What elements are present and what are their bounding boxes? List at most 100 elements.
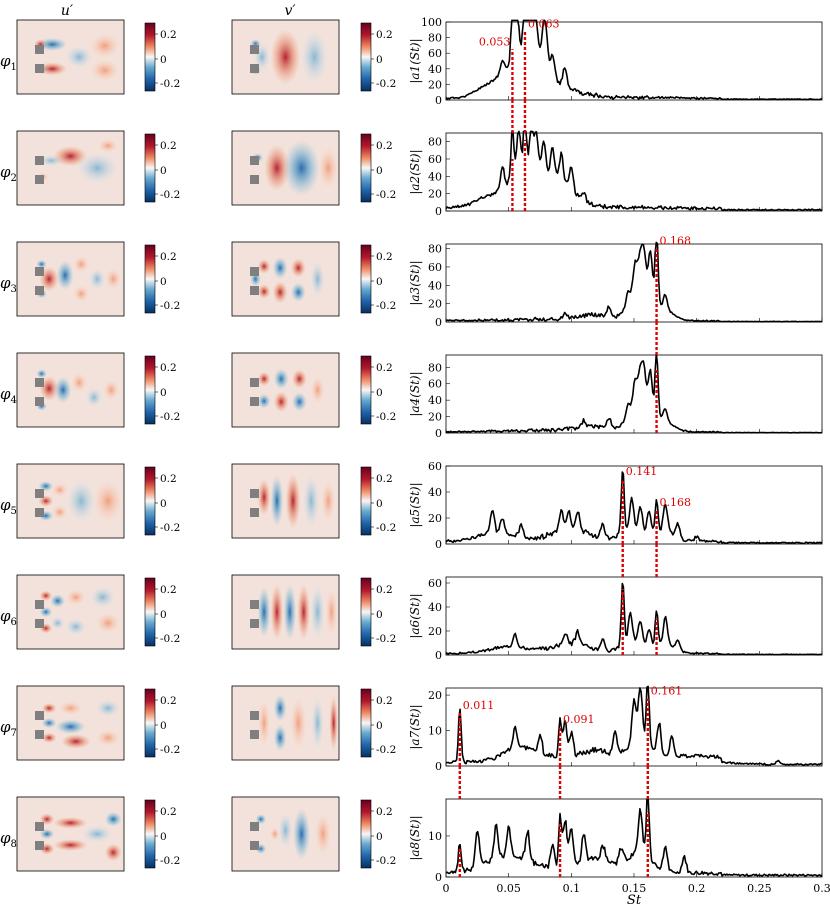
mode-field-v-5 — [231, 463, 340, 539]
y-tick-label: 60 — [428, 47, 442, 60]
field-structure-6 — [65, 588, 87, 607]
field-structure-7 — [310, 375, 326, 405]
field-structure-4 — [297, 583, 311, 641]
mode-row-4: φ4 0.2 0 -0.2 0.2 0 -0.2 — [0, 352, 396, 428]
mode-field-v-4 — [231, 352, 340, 428]
field-frame — [16, 241, 125, 317]
field-structure-2 — [41, 717, 57, 729]
colorbar-scale — [360, 688, 372, 758]
x-tick-label: 0 — [443, 882, 450, 895]
field-structure-5 — [292, 808, 311, 860]
y-tick-label: 20 — [428, 298, 442, 311]
colorbar-tick-label: -0.2 — [376, 300, 396, 312]
spectrum-line — [445, 685, 823, 766]
y-tick-label: 40 — [428, 394, 442, 407]
y-tick-label: 0 — [435, 649, 442, 662]
cylinder-bottom — [250, 64, 259, 73]
spectrum-panel-6: 0 20 40 60 |a6(St)| — [408, 576, 823, 662]
cylinder-top — [250, 378, 259, 387]
mode-field-u-5 — [16, 463, 125, 539]
cylinder-top — [35, 378, 44, 387]
colorbar-tick-label: 0 — [376, 276, 383, 288]
field-frame — [231, 130, 340, 206]
field-structure-8 — [95, 728, 121, 747]
field-structure-3 — [41, 732, 57, 743]
colorbar-v-5: 0.2 0 -0.2 — [360, 466, 396, 536]
field-structure-1 — [255, 814, 267, 825]
colorbar-v-3: 0.2 0 -0.2 — [360, 244, 396, 314]
mode-label-symbol: φ — [0, 274, 11, 292]
colorbar-scale — [360, 133, 372, 203]
colorbar-u-4: 0.2 0 -0.2 — [144, 355, 180, 425]
y-tick-label: 80 — [428, 361, 442, 374]
colorbar-tick-label: 0.2 — [376, 251, 393, 263]
field-structure-6 — [290, 282, 306, 302]
mode-field-v-2 — [231, 130, 340, 206]
field-frame — [231, 574, 340, 650]
mode-field-v-7 — [231, 685, 340, 761]
mode-field-v-6 — [231, 574, 340, 650]
field-frame — [16, 130, 125, 206]
y-tick-label: 20 — [428, 188, 442, 201]
y-tick-label: 40 — [428, 486, 442, 499]
field-structure-6 — [60, 734, 91, 749]
field-structure-1 — [39, 266, 59, 292]
colorbar-scale — [360, 355, 372, 425]
cylinder-bottom — [35, 175, 44, 184]
colorbar-tick-label: -0.2 — [160, 189, 180, 201]
colorbar-scale — [144, 688, 156, 758]
mode-field-v-3 — [231, 241, 340, 317]
colorbar-tick-label: -0.2 — [376, 744, 396, 756]
colorbar-tick-label: 0 — [376, 609, 383, 621]
field-structure-7 — [310, 260, 326, 298]
peak-label: 0.091 — [563, 713, 595, 726]
colorbar-u-5: 0.2 0 -0.2 — [144, 466, 180, 536]
y-tick-label: 20 — [428, 512, 442, 525]
spectrum-line — [445, 582, 823, 656]
field-structure-7 — [104, 843, 122, 862]
y-tick-label: 20 — [428, 78, 442, 91]
field-structures — [255, 808, 332, 860]
column-header-u: u′ — [61, 3, 74, 19]
spectrum-panel-7: 0 10 20 |a7(St)| 0.011 0.091 0.161 — [408, 685, 823, 773]
colorbar-v-6: 0.2 0 -0.2 — [360, 577, 396, 647]
colorbar-tick-label: 0.2 — [160, 584, 177, 596]
y-tick-label: 0 — [435, 316, 442, 329]
colorbar-tick-label: -0.2 — [376, 78, 396, 90]
y-tick-label: 60 — [428, 460, 442, 473]
y-tick-label: 40 — [428, 279, 442, 292]
y-tick-label: 0 — [435, 94, 442, 107]
field-structure-2 — [283, 139, 320, 197]
y-tick-label: 40 — [428, 170, 442, 183]
mode-label-index: 4 — [11, 395, 17, 406]
field-frame — [231, 241, 340, 317]
y-tick-label: 10 — [428, 725, 442, 738]
field-structure-8 — [104, 267, 122, 291]
field-structure-2 — [36, 369, 47, 379]
x-tick-label: 0.15 — [622, 882, 647, 895]
field-structure-1 — [38, 481, 54, 492]
field-structure-4 — [56, 260, 74, 291]
cylinder-top — [250, 267, 259, 276]
x-tick-label: 0.2 — [688, 882, 706, 895]
mode-label-index: 3 — [11, 284, 17, 295]
x-tick-label: 0.3 — [813, 882, 830, 895]
colorbar-tick-label: 0.2 — [376, 29, 393, 41]
field-structure-2 — [38, 495, 54, 507]
mode-row-5: φ5 0.2 0 -0.2 0.2 0 -0.2 — [0, 463, 396, 539]
mode-row-2: φ2 0.2 0 -0.2 0.2 0 -0.2 — [0, 130, 396, 206]
field-structure-1 — [264, 144, 290, 192]
field-structures — [257, 583, 338, 641]
mode-row-6: φ6 0.2 0 -0.2 0.2 0 -0.2 — [0, 574, 396, 650]
cylinder-bottom — [35, 64, 44, 73]
colorbar-tick-label: 0 — [376, 165, 383, 177]
field-structure-2 — [270, 475, 284, 527]
field-structure-3 — [300, 28, 329, 86]
field-structure-7 — [65, 617, 87, 636]
colorbar-scale — [144, 355, 156, 425]
cylinder-top — [250, 45, 259, 54]
mode-label-6: φ6 — [0, 607, 17, 628]
field-frame — [16, 352, 125, 428]
field-structures — [34, 32, 121, 83]
colorbar-tick-label: 0.2 — [376, 362, 393, 374]
